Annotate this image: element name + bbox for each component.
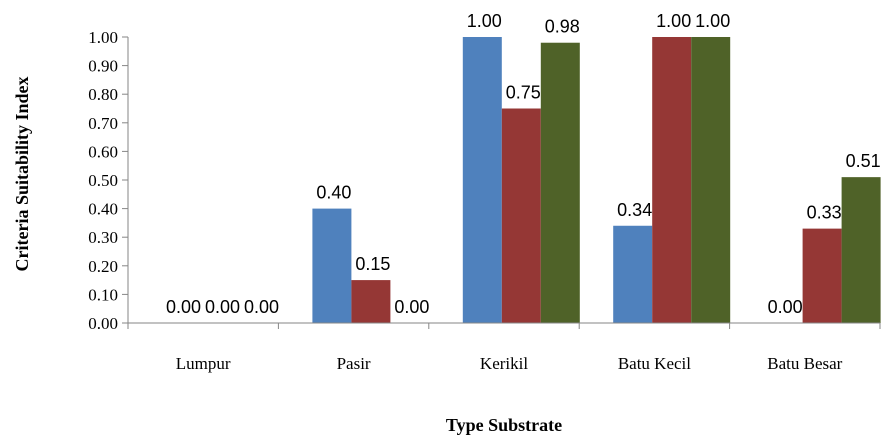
data-label: 1.00 (695, 11, 730, 31)
x-category-label: Lumpur (176, 354, 231, 373)
bar (462, 37, 502, 323)
bar (841, 177, 881, 323)
y-tick-label: 0.40 (88, 200, 118, 219)
data-label: 0.40 (316, 183, 351, 203)
data-label: 0.15 (355, 254, 390, 274)
data-label: 0.00 (166, 297, 201, 317)
data-label: 0.75 (506, 83, 541, 103)
y-tick-label: 0.30 (88, 228, 118, 247)
data-label: 0.33 (807, 203, 842, 223)
y-tick-label: 0.90 (88, 57, 118, 76)
bar (312, 208, 352, 323)
y-tick-label: 0.70 (88, 114, 118, 133)
data-label: 1.00 (467, 11, 502, 31)
x-axis-categories: Lumpur Pasir Kerikil Batu Kecil Batu Besar (127, 323, 881, 373)
data-label: 0.00 (205, 297, 240, 317)
x-category-label: Kerikil (480, 354, 528, 373)
data-label: 1.00 (656, 11, 691, 31)
bar (691, 37, 731, 323)
data-label: 0.51 (846, 151, 881, 171)
x-category-label: Batu Kecil (618, 354, 691, 373)
bars (312, 37, 881, 323)
y-tick-label: 1.00 (88, 28, 118, 47)
y-tick-label: 0.80 (88, 85, 118, 104)
y-tick-label: 0.00 (88, 314, 118, 333)
y-axis-ticks: 0.00 0.10 0.20 0.30 0.40 0.50 0.60 0.70 0.80 0.90… (88, 28, 128, 333)
x-axis-title: Type Substrate (446, 415, 562, 435)
bar (351, 280, 391, 323)
y-tick-label: 0.50 (88, 171, 118, 190)
x-category-label: Pasir (337, 354, 371, 373)
bar (540, 42, 580, 323)
data-label: 0.00 (394, 297, 429, 317)
y-axis-title: Criteria Suitability Index (12, 76, 32, 271)
bar (802, 228, 842, 323)
x-category-label: Batu Besar (767, 354, 842, 373)
data-label: 0.34 (617, 200, 652, 220)
y-tick-label: 0.60 (88, 142, 118, 161)
y-tick-label: 0.20 (88, 257, 118, 276)
bar (613, 225, 653, 323)
data-label: 0.98 (545, 17, 580, 37)
bar (501, 108, 541, 323)
data-labels: 0.00 0.00 0.000.400.150.001.000.750.980.34… (166, 11, 881, 317)
y-tick-label: 0.10 (88, 285, 118, 304)
data-label: 0.00 (768, 297, 803, 317)
data-label: 0.00 (244, 297, 279, 317)
bar (652, 37, 692, 323)
